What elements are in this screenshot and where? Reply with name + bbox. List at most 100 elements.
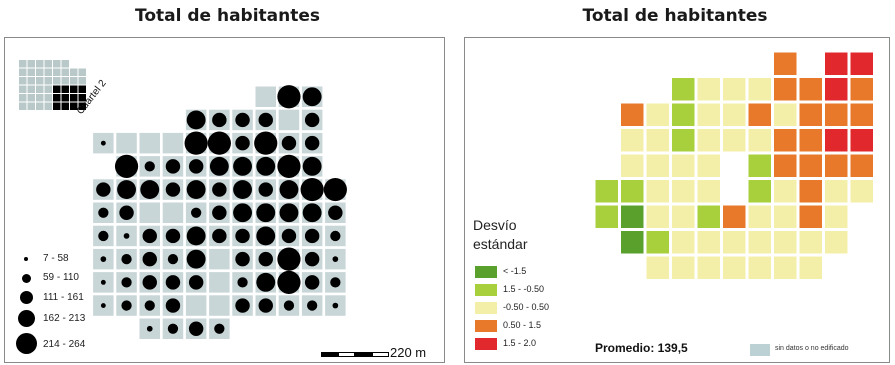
inset-block xyxy=(61,77,69,85)
legend-item: 59 - 110 xyxy=(13,270,133,290)
population-circle xyxy=(165,275,181,290)
population-circle xyxy=(237,277,248,288)
choropleth-block xyxy=(722,77,747,102)
population-circle xyxy=(330,230,341,242)
population-circle xyxy=(233,180,252,199)
scale-bar-segment xyxy=(338,352,355,357)
population-circle xyxy=(212,112,227,128)
inset-block xyxy=(61,94,69,102)
population-circle xyxy=(256,203,276,223)
population-circle xyxy=(304,135,320,151)
choropleth-block xyxy=(620,128,645,153)
population-circle xyxy=(258,298,273,313)
population-circle xyxy=(332,302,339,309)
choropleth-block xyxy=(798,204,823,229)
right-map-title: Total de habitantes xyxy=(582,6,768,26)
inset-block xyxy=(70,77,78,85)
choropleth-block xyxy=(671,153,696,178)
inset-block xyxy=(27,94,35,102)
legend-label: 0.50 - 1.5 xyxy=(503,320,542,330)
choropleth-block xyxy=(671,102,696,127)
inset-block xyxy=(36,85,44,93)
population-circle xyxy=(186,249,206,269)
population-circle xyxy=(304,112,320,128)
legend-title-line: estándar xyxy=(473,236,528,252)
population-circle xyxy=(212,228,227,244)
choropleth-block xyxy=(620,102,645,127)
choropleth-block xyxy=(824,128,849,153)
inset-block xyxy=(44,102,52,110)
choropleth-map xyxy=(594,51,874,280)
no-data-label: sin datos o no edificado xyxy=(775,345,849,352)
legend-item: 214 - 264 xyxy=(13,333,133,354)
population-circle xyxy=(121,277,132,288)
choropleth-block xyxy=(645,102,670,127)
legend-item: 162 - 213 xyxy=(13,310,133,330)
choropleth-block xyxy=(594,204,619,229)
inset-block xyxy=(36,60,44,68)
inset-block xyxy=(61,68,69,76)
scale-bar-segment xyxy=(321,352,338,357)
choropleth-block xyxy=(798,153,823,178)
choropleth-block xyxy=(773,179,798,204)
choropleth-block xyxy=(747,255,772,280)
choropleth-block xyxy=(849,179,874,204)
choropleth-block xyxy=(722,102,747,127)
choropleth-block xyxy=(773,153,798,178)
population-circle xyxy=(302,87,322,107)
legend-label: 1.5 - 2.0 xyxy=(503,338,537,348)
city-block xyxy=(115,131,138,155)
inset-block xyxy=(53,94,61,102)
population-circle xyxy=(142,275,157,290)
choropleth-block xyxy=(824,102,849,127)
choropleth-block xyxy=(671,255,696,280)
choropleth-block xyxy=(696,77,721,102)
population-circle xyxy=(100,279,106,285)
choropleth-block xyxy=(824,230,849,255)
population-circle xyxy=(332,256,339,262)
population-circle xyxy=(140,180,160,199)
population-circle xyxy=(207,131,231,155)
choropleth-block xyxy=(696,204,721,229)
population-circle xyxy=(279,203,299,223)
choropleth-block xyxy=(824,179,849,204)
population-circle xyxy=(186,226,206,246)
legend-item: 7 - 58 xyxy=(13,251,133,271)
inset-block xyxy=(19,85,27,93)
legend-item: 1.5 - 2.0 xyxy=(475,336,635,352)
choropleth-block xyxy=(747,204,772,229)
population-circle xyxy=(214,323,225,334)
population-circle xyxy=(279,180,299,199)
inset-block xyxy=(70,68,78,76)
choropleth-block xyxy=(671,128,696,153)
choropleth-block xyxy=(594,179,619,204)
population-circle xyxy=(235,251,250,267)
choropleth-block xyxy=(696,153,721,178)
legend-label: -0.50 - 0.50 xyxy=(503,302,550,312)
proportional-symbol-map xyxy=(19,60,347,340)
choropleth-block xyxy=(773,255,798,280)
population-circle xyxy=(114,154,139,178)
city-block xyxy=(161,201,185,224)
inset-block xyxy=(53,85,61,93)
population-circle xyxy=(323,177,347,202)
choropleth-block xyxy=(773,77,798,102)
population-circle xyxy=(186,110,206,130)
city-block xyxy=(208,271,231,294)
legend-label: 59 - 110 xyxy=(43,272,79,283)
inset-block xyxy=(27,102,35,110)
choropleth-block xyxy=(747,128,772,153)
inset-block xyxy=(36,94,44,102)
choropleth-block xyxy=(722,230,747,255)
choropleth-block xyxy=(849,51,874,76)
legend-item: 0.50 - 1.5 xyxy=(475,318,635,334)
population-circle xyxy=(277,270,301,294)
choropleth-block xyxy=(696,102,721,127)
legend-item: 1.5 - -0.50 xyxy=(475,282,635,298)
choropleth-block xyxy=(798,255,823,280)
population-circle xyxy=(277,85,301,109)
population-circle xyxy=(191,207,202,218)
inset-block xyxy=(36,68,44,76)
choropleth-block xyxy=(620,153,645,178)
choropleth-block xyxy=(798,179,823,204)
